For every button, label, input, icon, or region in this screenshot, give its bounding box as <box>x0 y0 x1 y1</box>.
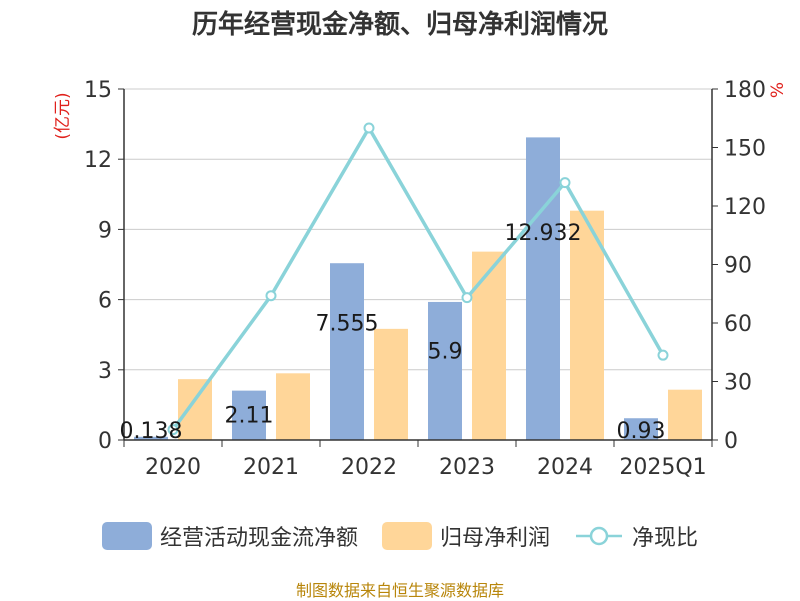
ratio-point[interactable] <box>657 349 669 361</box>
legend-item-operating-cash-flow[interactable]: 经营活动现金流净额 <box>101 520 358 552</box>
ratio-point[interactable] <box>461 292 473 304</box>
bar-value-label: 12.932 <box>505 221 582 246</box>
legend-swatch-net-profit <box>381 522 432 550</box>
legend-line-marker-icon <box>576 526 622 546</box>
left-tick-label: 9 <box>98 218 112 243</box>
ratio-point[interactable] <box>265 290 277 302</box>
ratio-point[interactable] <box>363 122 375 134</box>
bar-net-profit[interactable] <box>570 210 604 440</box>
bar-value-label: 5.9 <box>428 340 463 365</box>
chart-title: 历年经营现金净额、归母净利润情况 <box>191 10 608 40</box>
bar-net-profit[interactable] <box>472 251 506 440</box>
legend-label-net-profit: 归母净利润 <box>439 526 550 551</box>
right-tick-label: 30 <box>724 371 752 396</box>
left-tick-label: 0 <box>98 429 112 454</box>
left-tick-label: 3 <box>98 359 112 384</box>
bar-operating-cash-flow[interactable] <box>526 137 560 440</box>
bar-net-profit[interactable] <box>374 328 408 440</box>
bar-value-label: 7.555 <box>316 312 379 337</box>
data-labels: 0.138 2.11 7.555 5.9 12.932 0.93 <box>120 221 666 444</box>
right-tick-label: 180 <box>724 78 766 103</box>
x-tick-label: 2025Q1 <box>619 455 706 480</box>
bar-net-profit[interactable] <box>668 389 702 440</box>
right-tick-label: 60 <box>724 312 752 337</box>
bar-operating-cash-flow[interactable] <box>428 301 462 440</box>
left-tick-label: 12 <box>84 148 112 173</box>
right-tick-label: 0 <box>724 429 738 454</box>
left-tick-label: 15 <box>84 78 112 103</box>
bar-net-profit[interactable] <box>276 373 310 440</box>
ratio-point[interactable] <box>167 424 179 436</box>
right-tick-label: 90 <box>724 254 752 279</box>
x-tick-label: 2020 <box>145 455 201 480</box>
ratio-line-path <box>171 126 665 431</box>
legend-swatch-operating-cash-flow <box>101 522 152 550</box>
ratio-point[interactable] <box>559 177 571 189</box>
legend-item-net-profit[interactable]: 归母净利润 <box>381 520 550 552</box>
bar-value-label: 2.11 <box>225 403 274 428</box>
legend: 经营活动现金流净额 归母净利润 净现比 <box>0 516 800 556</box>
bar-operating-cash-flow[interactable] <box>330 263 364 440</box>
left-axis-title: (亿元) <box>53 92 73 139</box>
bar-value-label: 0.138 <box>120 419 183 444</box>
gridlines <box>124 88 712 371</box>
right-tick-label: 120 <box>724 195 766 220</box>
x-tick-label: 2021 <box>243 455 299 480</box>
ratio-line <box>167 122 669 436</box>
x-tick-label: 2024 <box>537 455 593 480</box>
legend-label-cash-ratio: 净现比 <box>632 526 699 551</box>
source-note: 制图数据来自恒生聚源数据库 <box>295 581 504 600</box>
right-axis-title: % <box>768 82 788 98</box>
x-tick-label: 2022 <box>341 455 397 480</box>
bar-operating-cash-flow[interactable] <box>134 436 168 440</box>
legend-label-operating-cash-flow: 经营活动现金流净额 <box>159 526 358 551</box>
bars <box>134 137 702 440</box>
right-tick-label: 150 <box>724 137 766 162</box>
bar-operating-cash-flow[interactable] <box>232 390 266 440</box>
bar-value-label: 0.93 <box>617 419 666 444</box>
left-tick-label: 6 <box>98 289 112 314</box>
x-tick-label: 2023 <box>439 455 495 480</box>
bar-net-profit[interactable] <box>178 379 212 440</box>
bar-operating-cash-flow[interactable] <box>624 418 658 440</box>
legend-item-cash-ratio[interactable]: 净现比 <box>574 520 698 552</box>
